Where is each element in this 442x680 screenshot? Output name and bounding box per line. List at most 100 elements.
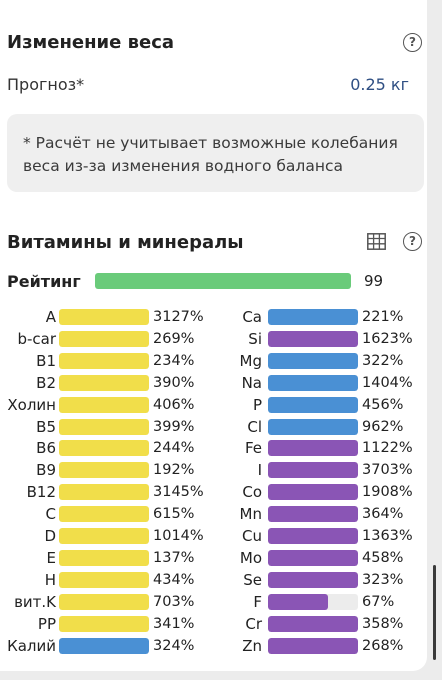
nutrient-label: Na <box>241 373 262 392</box>
nutrient-label: Mo <box>239 548 262 567</box>
nutrient-percent: 221% <box>362 309 404 325</box>
nutrient-percent: 1363% <box>362 528 413 544</box>
nutrient-percent: 322% <box>362 352 404 369</box>
nutrient-bar <box>59 418 149 435</box>
nutrient-bar <box>59 593 149 610</box>
nutrient-bar <box>59 352 149 369</box>
content-card: Изменение веса ? Прогноз* 0.25 кг * Расч… <box>0 0 427 671</box>
nutrient-label: b-car <box>17 329 56 348</box>
nutrient-percent: 324% <box>153 637 195 654</box>
nutrient-row[interactable]: Zn 268% <box>206 636 403 657</box>
nutrient-bar <box>268 352 358 369</box>
nutrient-bar <box>59 571 149 588</box>
nutrient-bar-fill <box>59 396 149 413</box>
nutrient-row[interactable]: B5 399% <box>0 417 194 438</box>
nutrient-row[interactable]: D 1014% <box>0 526 203 547</box>
nutrient-bar <box>268 484 358 501</box>
nutrient-row[interactable]: PP 341% <box>0 614 195 635</box>
nutrient-label: B9 <box>36 461 56 480</box>
nutrient-row[interactable]: вит.K 703% <box>0 592 194 613</box>
nutrient-row[interactable]: B2 390% <box>0 373 194 394</box>
nutrient-percent: 3703% <box>362 462 413 479</box>
nutrient-percent: 615% <box>153 506 195 523</box>
nutrient-row[interactable]: I 3703% <box>206 460 413 481</box>
nutrient-row[interactable]: P 456% <box>206 395 404 416</box>
nutrient-bar-fill <box>59 637 149 654</box>
nutrient-row[interactable]: B6 244% <box>0 438 194 459</box>
nutrient-bar-fill <box>59 593 149 610</box>
nutrient-bar-fill <box>268 484 358 501</box>
nutrient-row[interactable]: Na 1404% <box>206 373 413 394</box>
nutrient-label: A <box>45 308 56 326</box>
nutrient-bar-fill <box>268 615 358 632</box>
nutrient-label: F <box>253 592 262 611</box>
help-circle-icon[interactable]: ? <box>403 232 422 251</box>
nutrient-percent: 406% <box>153 396 195 413</box>
forecast-note-text: * Расчёт не учитывает возможные колебани… <box>23 134 398 175</box>
nutrient-row[interactable]: Si 1623% <box>206 329 412 350</box>
nutrient-bar <box>59 330 149 347</box>
nutrient-bar <box>59 396 149 413</box>
nutrient-row[interactable]: b-car 269% <box>0 329 194 350</box>
nutrient-label: I <box>257 461 262 480</box>
nutrient-row[interactable]: C 615% <box>0 504 195 525</box>
nutrient-percent: 137% <box>153 549 195 566</box>
nutrient-percent: 244% <box>153 440 195 457</box>
nutrient-bar <box>268 330 358 347</box>
nutrient-row[interactable]: B1 234% <box>0 351 194 372</box>
nutrient-row[interactable]: Ca 221% <box>206 307 403 328</box>
nutrient-row[interactable]: B12 3145% <box>0 482 204 503</box>
nutrient-row[interactable]: Fe 1122% <box>206 438 413 459</box>
nutrient-bar-fill <box>268 418 358 435</box>
nutrient-row[interactable]: Mn 364% <box>206 504 404 525</box>
nutrient-percent: 3145% <box>153 484 204 501</box>
nutrient-bar <box>59 615 149 632</box>
nutrient-row[interactable]: Mg 322% <box>206 351 404 372</box>
nutrient-label: Cr <box>245 614 262 633</box>
nutrient-percent: 341% <box>153 615 195 632</box>
rating-bar <box>95 273 351 289</box>
nutrient-bar <box>268 374 358 391</box>
nutrient-label: Ca <box>242 308 262 326</box>
nutrient-row[interactable]: Se 323% <box>206 570 403 591</box>
scrollbar[interactable] <box>433 565 436 660</box>
nutrient-row[interactable]: Mo 458% <box>206 548 404 569</box>
nutrient-bar <box>268 549 358 566</box>
nutrient-row[interactable]: A 3127% <box>0 307 204 328</box>
nutrient-bar <box>59 309 149 325</box>
nutrient-row[interactable]: F 67% <box>206 592 394 613</box>
nutrient-bar-fill <box>59 418 149 435</box>
nutrient-bar <box>268 418 358 435</box>
nutrient-label: Холин <box>7 395 56 414</box>
nutrient-percent: 399% <box>153 418 195 435</box>
nutrient-bar-fill <box>59 374 149 391</box>
nutrient-row[interactable]: E 137% <box>0 548 195 569</box>
nutrient-percent: 390% <box>153 374 195 391</box>
nutrient-percent: 458% <box>362 549 404 566</box>
help-circle-icon[interactable]: ? <box>403 33 422 52</box>
nutrient-row[interactable]: Cl 962% <box>206 417 403 438</box>
nutrient-label: B1 <box>36 351 56 370</box>
nutrient-bar-fill <box>268 571 358 588</box>
nutrient-label: Zn <box>242 636 262 655</box>
weight-change-title: Изменение веса <box>7 32 175 53</box>
nutrient-bar <box>268 506 358 523</box>
nutrient-label: B5 <box>36 417 56 436</box>
nutrient-bar-fill <box>268 593 329 610</box>
nutrient-bar-fill <box>268 396 358 413</box>
nutrient-bar <box>59 440 149 457</box>
nutrient-row[interactable]: H 434% <box>0 570 195 591</box>
nutrient-label: P <box>252 395 262 414</box>
nutrient-row[interactable]: B9 192% <box>0 460 194 481</box>
nutrient-row[interactable]: Co 1908% <box>206 482 412 503</box>
nutrient-label: E <box>46 548 56 567</box>
nutrient-row[interactable]: Cr 358% <box>206 614 403 635</box>
nutrient-bar <box>59 374 149 391</box>
nutrient-row[interactable]: Калий 324% <box>0 636 194 657</box>
nutrient-row[interactable]: Cu 1363% <box>206 526 413 547</box>
nutrient-label: B12 <box>26 483 56 502</box>
nutrient-bar-fill <box>268 462 358 479</box>
table-icon[interactable] <box>367 233 386 250</box>
nutrient-bar-fill <box>268 506 358 523</box>
nutrient-row[interactable]: Холин 406% <box>0 395 194 416</box>
